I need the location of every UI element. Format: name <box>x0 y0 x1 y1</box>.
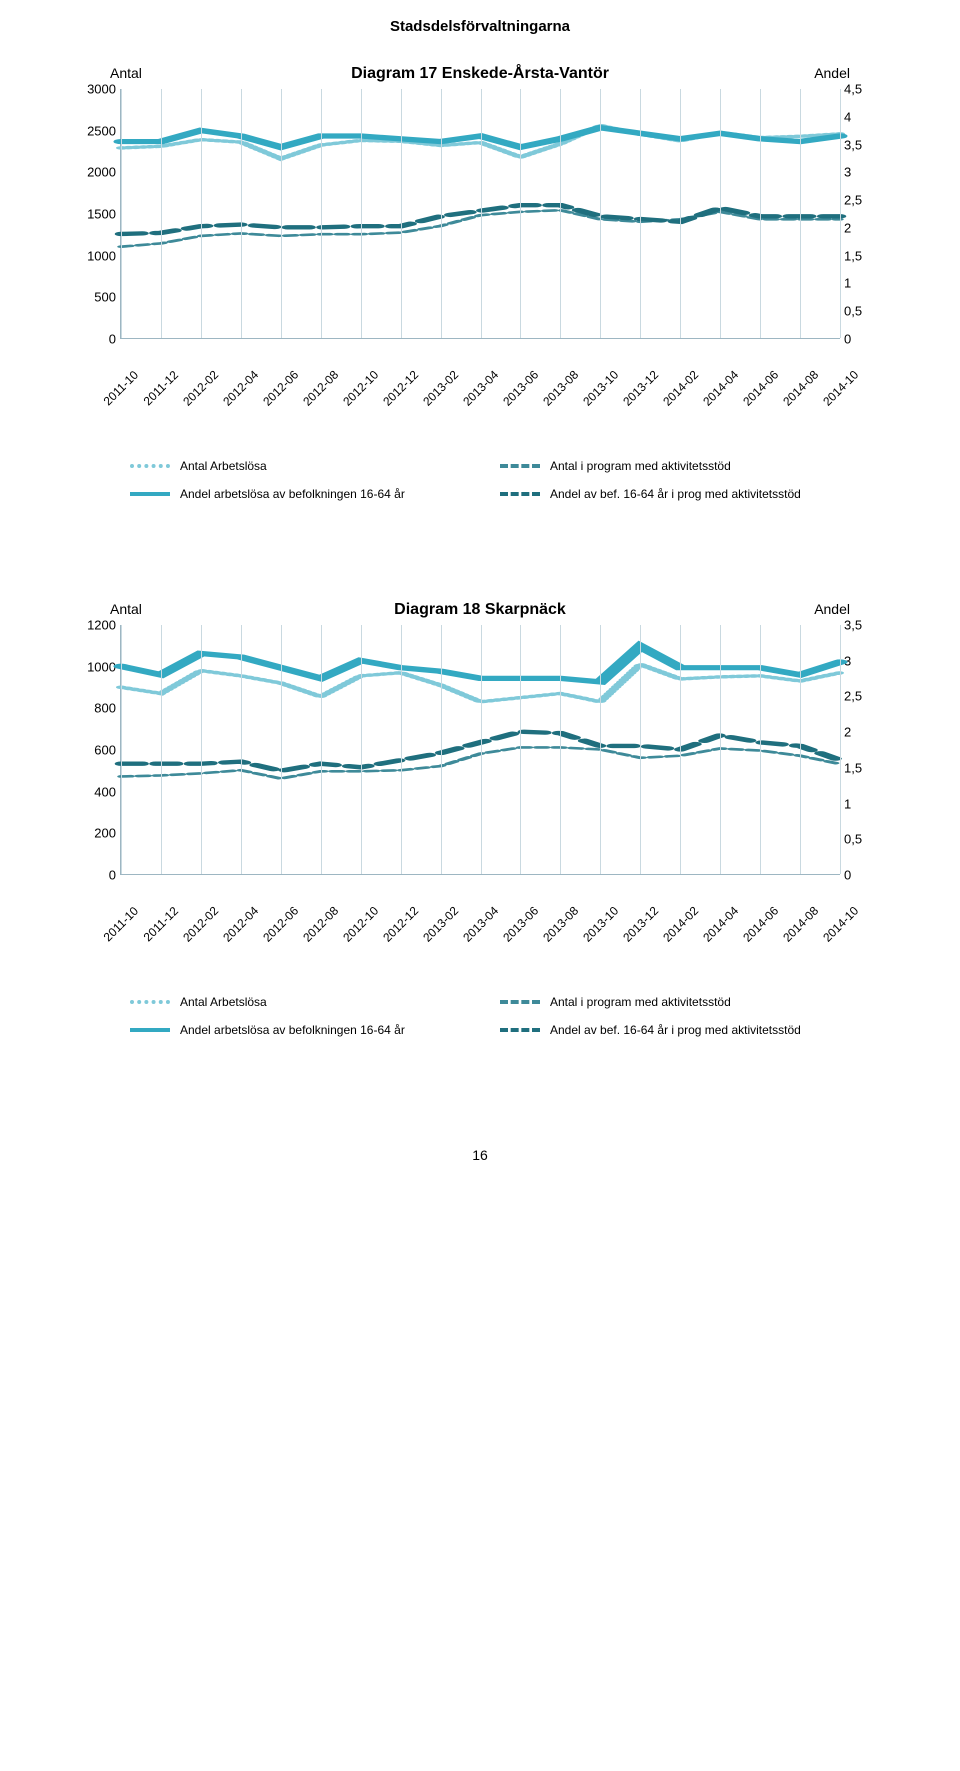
legend-item: Antal i program med aktivitetsstöd <box>500 995 850 1009</box>
legend-label: Andel arbetslösa av befolkningen 16-64 å… <box>180 1023 405 1037</box>
legend-item: Andel arbetslösa av befolkningen 16-64 å… <box>130 1023 480 1037</box>
plot-area: 020040060080010001200 00,511,522,533,5 2… <box>70 625 890 925</box>
legend-label: Antal Arbetslösa <box>180 995 267 1009</box>
legend-label: Antal i program med aktivitetsstöd <box>550 459 731 473</box>
legend-item: Andel av bef. 16-64 år i prog med aktivi… <box>500 487 850 501</box>
right-axis-label: Andel <box>814 601 850 617</box>
legend-label: Antal i program med aktivitetsstöd <box>550 995 731 1009</box>
left-axis-label: Antal <box>110 601 142 617</box>
legend-item: Andel av bef. 16-64 år i prog med aktivi… <box>500 1023 850 1037</box>
chart-18: Antal Andel Diagram 18 Skarpnäck 0200400… <box>70 601 890 1037</box>
legend-item: Andel arbetslösa av befolkningen 16-64 å… <box>130 487 480 501</box>
plot-area: 050010001500200025003000 00,511,522,533,… <box>70 89 890 389</box>
left-axis-label: Antal <box>110 65 142 81</box>
chart-17: Antal Andel Diagram 17 Enskede-Årsta-Van… <box>70 65 890 501</box>
chart-legend: Antal Arbetslösa Antal i program med akt… <box>130 459 850 501</box>
legend-item: Antal Arbetslösa <box>130 995 480 1009</box>
page-header: Stadsdelsförvaltningarna <box>0 0 960 65</box>
legend-item: Antal i program med aktivitetsstöd <box>500 459 850 473</box>
legend-label: Antal Arbetslösa <box>180 459 267 473</box>
legend-label: Andel av bef. 16-64 år i prog med aktivi… <box>550 487 801 501</box>
legend-label: Andel av bef. 16-64 år i prog med aktivi… <box>550 1023 801 1037</box>
chart-legend: Antal Arbetslösa Antal i program med akt… <box>130 995 850 1037</box>
right-axis-label: Andel <box>814 65 850 81</box>
legend-label: Andel arbetslösa av befolkningen 16-64 å… <box>180 487 405 501</box>
legend-item: Antal Arbetslösa <box>130 459 480 473</box>
page-number: 16 <box>0 1137 960 1193</box>
